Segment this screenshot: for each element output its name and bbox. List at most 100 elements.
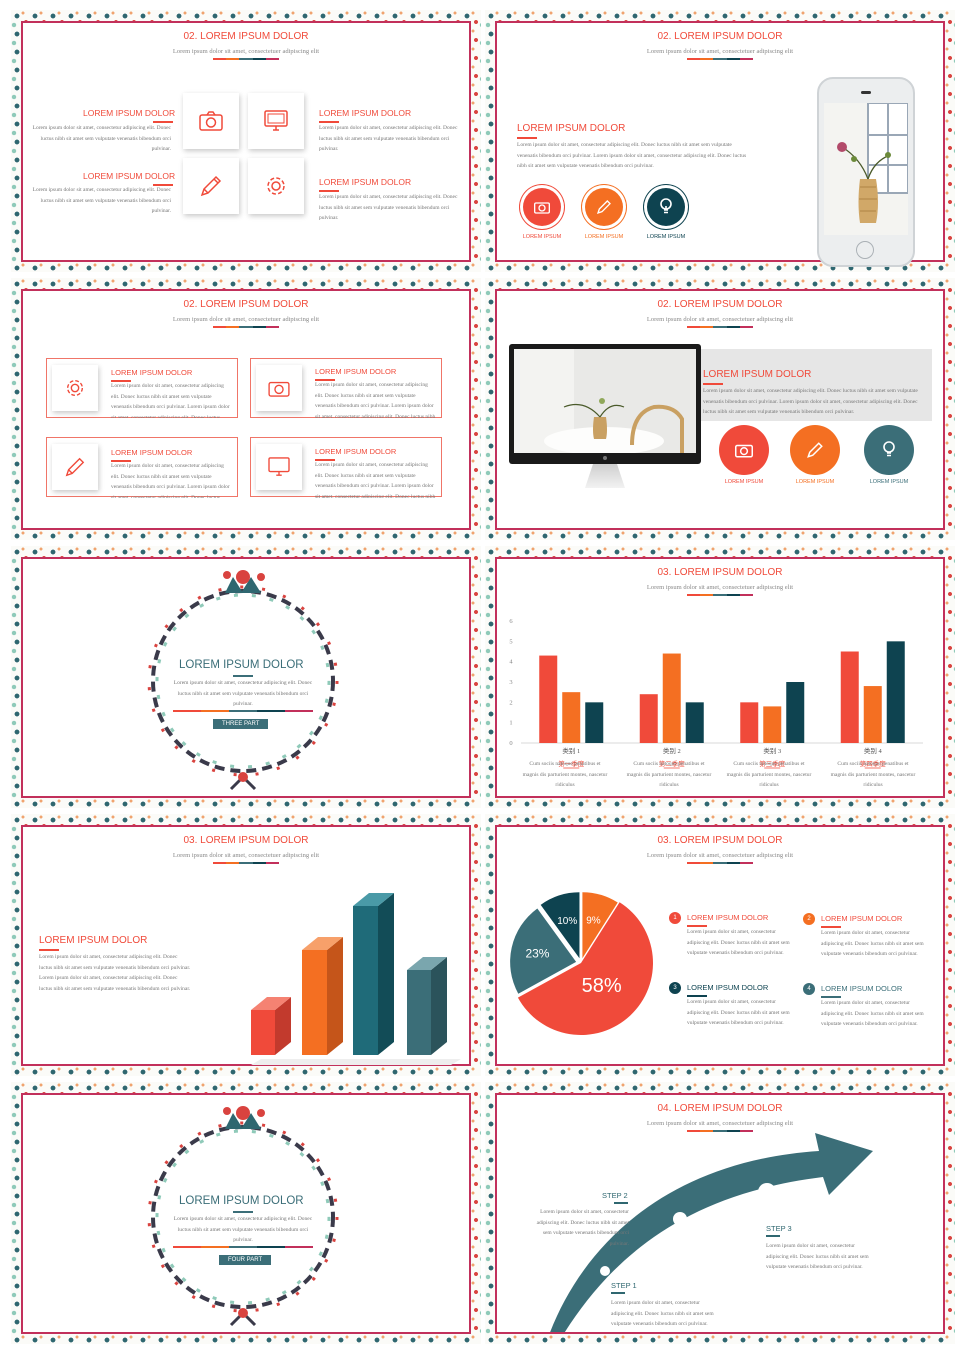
bulb-icon bbox=[883, 441, 895, 457]
box-heading-block: LOREM IPSUM DOLOR bbox=[111, 368, 192, 382]
block-heading: LOREM IPSUM DOLOR bbox=[83, 171, 176, 181]
block-text: Lorem ipsum dolor sit amet, consectetur … bbox=[111, 463, 230, 498]
feature-box-4[interactable] bbox=[250, 437, 442, 497]
number-badge: 2 bbox=[803, 913, 815, 925]
camera-card bbox=[256, 365, 302, 411]
slide-1-content: 02. LOREM IPSUM DOLOR Lorem ipsum dolor … bbox=[21, 21, 471, 262]
slide-9[interactable]: LOREM IPSUM DOLOR Lorem ipsum dolor sit … bbox=[11, 1082, 481, 1344]
slide-title: 02. LOREM IPSUM DOLOR bbox=[657, 31, 783, 42]
slide-2[interactable]: 02. LOREM IPSUM DOLOR Lorem ipsum dolor … bbox=[485, 10, 955, 272]
pencil-icon bbox=[200, 175, 222, 197]
pencil-icon bbox=[65, 457, 85, 477]
phone-mockup bbox=[817, 77, 915, 267]
feature-box-1[interactable] bbox=[46, 358, 238, 418]
pencil-circle[interactable] bbox=[585, 188, 623, 226]
y-tick-label: 0 bbox=[509, 740, 512, 747]
wreath-title: LOREM IPSUM DOLOR bbox=[179, 1195, 304, 1207]
monitor-led bbox=[603, 456, 607, 460]
x-tick-label: 类别 1 bbox=[562, 746, 580, 755]
bar bbox=[840, 651, 859, 743]
feature-box-3[interactable] bbox=[46, 437, 238, 497]
phone-speaker bbox=[861, 91, 871, 94]
bulb-circle[interactable] bbox=[864, 425, 914, 475]
feature-box-2[interactable] bbox=[250, 358, 442, 418]
circle-caption: LOREM IPSUM bbox=[869, 479, 909, 485]
number-badge: 4 bbox=[803, 983, 815, 995]
category-text: Cum sociis natoque penatibus et magnis d… bbox=[626, 761, 712, 788]
part-label[interactable]: THREE PART bbox=[213, 719, 269, 729]
slide-title: 03. LOREM IPSUM DOLOR bbox=[657, 835, 783, 846]
slide-4-content: 02. LOREM IPSUM DOLOR Lorem ipsum dolor … bbox=[495, 289, 945, 530]
slide-3[interactable]: 02. LOREM IPSUM DOLOR Lorem ipsum dolor … bbox=[11, 278, 481, 540]
category-text: Cum sociis natoque penatibus et magnis d… bbox=[830, 761, 916, 788]
slide-4[interactable]: 02. LOREM IPSUM DOLOR Lorem ipsum dolor … bbox=[485, 278, 955, 540]
step-underline bbox=[611, 1292, 625, 1294]
category-text: Cum sociis natoque penatibus et magnis d… bbox=[522, 761, 608, 788]
slide-subtitle: Lorem ipsum dolor sit amet, consectetuer… bbox=[646, 48, 794, 55]
bulb-icon bbox=[660, 198, 672, 214]
color-bar bbox=[173, 710, 313, 712]
bulb-circle[interactable] bbox=[647, 188, 685, 226]
slide-7-content: 03. LOREM IPSUM DOLOR Lorem ipsum dolor … bbox=[21, 825, 471, 1066]
wreath-text: Lorem ipsum dolor sit amet, consectetur … bbox=[173, 680, 313, 707]
slide-subtitle: Lorem ipsum dolor sit amet, consectetuer… bbox=[172, 316, 320, 323]
pencil-card bbox=[52, 444, 98, 490]
block-text: Lorem ipsum dolor sit amet, consectetur … bbox=[32, 125, 171, 152]
camera-circle[interactable] bbox=[523, 188, 561, 226]
slide-title: 04. LOREM IPSUM DOLOR bbox=[657, 1103, 783, 1114]
season-label: 第一季度 bbox=[558, 759, 585, 768]
bar bbox=[786, 682, 805, 743]
pencil-card[interactable] bbox=[183, 158, 239, 214]
phone-home-button bbox=[856, 241, 874, 259]
slide-8[interactable]: 03. LOREM IPSUM DOLOR Lorem ipsum dolor … bbox=[485, 814, 955, 1076]
heading-underline bbox=[687, 995, 707, 997]
item-heading-block: LOREM IPSUM DOLOR bbox=[687, 913, 768, 927]
block-heading: LOREM IPSUM DOLOR bbox=[687, 913, 769, 922]
slide-7[interactable]: 03. LOREM IPSUM DOLOR Lorem ipsum dolor … bbox=[11, 814, 481, 1076]
grey-banner bbox=[692, 349, 932, 421]
pie-label: 58% bbox=[582, 975, 622, 997]
slide-6[interactable]: 03. LOREM IPSUM DOLOR Lorem ipsum dolor … bbox=[485, 546, 955, 808]
monitor-card[interactable] bbox=[248, 93, 304, 149]
pencil-circle[interactable] bbox=[790, 425, 840, 475]
step-underline bbox=[766, 1235, 780, 1237]
slide-5[interactable]: LOREM IPSUM DOLOR Lorem ipsum dolor sit … bbox=[11, 546, 481, 808]
camera-icon bbox=[735, 444, 753, 458]
x-tick-label: 类别 3 bbox=[763, 746, 781, 755]
slide-title: 02. LOREM IPSUM DOLOR bbox=[183, 31, 309, 42]
box-heading-block: LOREM IPSUM DOLOR bbox=[111, 448, 192, 462]
slide-10[interactable]: 04. LOREM IPSUM DOLOR Lorem ipsum dolor … bbox=[485, 1082, 955, 1344]
bar bbox=[740, 702, 759, 743]
slide-subtitle: Lorem ipsum dolor sit amet, consectetuer… bbox=[646, 584, 794, 591]
pie-slice bbox=[510, 908, 577, 994]
block-text: Lorem ipsum dolor sit amet, consectetur … bbox=[821, 930, 924, 957]
gear-card[interactable] bbox=[248, 158, 304, 214]
part-label[interactable]: FOUR PART bbox=[219, 1255, 272, 1265]
heading-underline bbox=[319, 121, 339, 123]
bar bbox=[662, 653, 681, 743]
y-tick-label: 6 bbox=[509, 618, 513, 625]
pie-slice bbox=[517, 902, 653, 1035]
circle-caption: LOREM IPSUM bbox=[724, 479, 764, 485]
color-bar bbox=[213, 58, 280, 60]
bar bbox=[863, 686, 882, 743]
heading-underline bbox=[687, 925, 707, 927]
step-3-label: STEP 3 bbox=[766, 1224, 792, 1233]
camera-circle[interactable] bbox=[719, 425, 769, 475]
slide-1[interactable]: 02. LOREM IPSUM DOLOR Lorem ipsum dolor … bbox=[11, 10, 481, 272]
heading-underline bbox=[39, 949, 59, 951]
text-block-bl: LOREM IPSUM DOLOR bbox=[83, 171, 176, 186]
x-tick-label: 类别 2 bbox=[663, 746, 681, 755]
block-text: Lorem ipsum dolor sit amet, consectetur … bbox=[687, 929, 790, 956]
gear-icon bbox=[267, 177, 285, 195]
camera-card[interactable] bbox=[183, 93, 239, 149]
block-text: Lorem ipsum dolor sit amet, consectetur … bbox=[319, 194, 458, 221]
y-tick-label: 5 bbox=[509, 638, 512, 645]
block-heading: LOREM IPSUM DOLOR bbox=[687, 983, 769, 992]
block-heading: LOREM IPSUM DOLOR bbox=[111, 448, 193, 457]
block-text: Lorem ipsum dolor sit amet, consectetur … bbox=[32, 187, 171, 214]
slide-title: 02. LOREM IPSUM DOLOR bbox=[183, 299, 309, 310]
heading-underline bbox=[517, 137, 537, 139]
step-2-text: Lorem ipsum dolor sit amet, consectetur … bbox=[536, 1209, 629, 1247]
monitor-stand bbox=[585, 464, 625, 488]
